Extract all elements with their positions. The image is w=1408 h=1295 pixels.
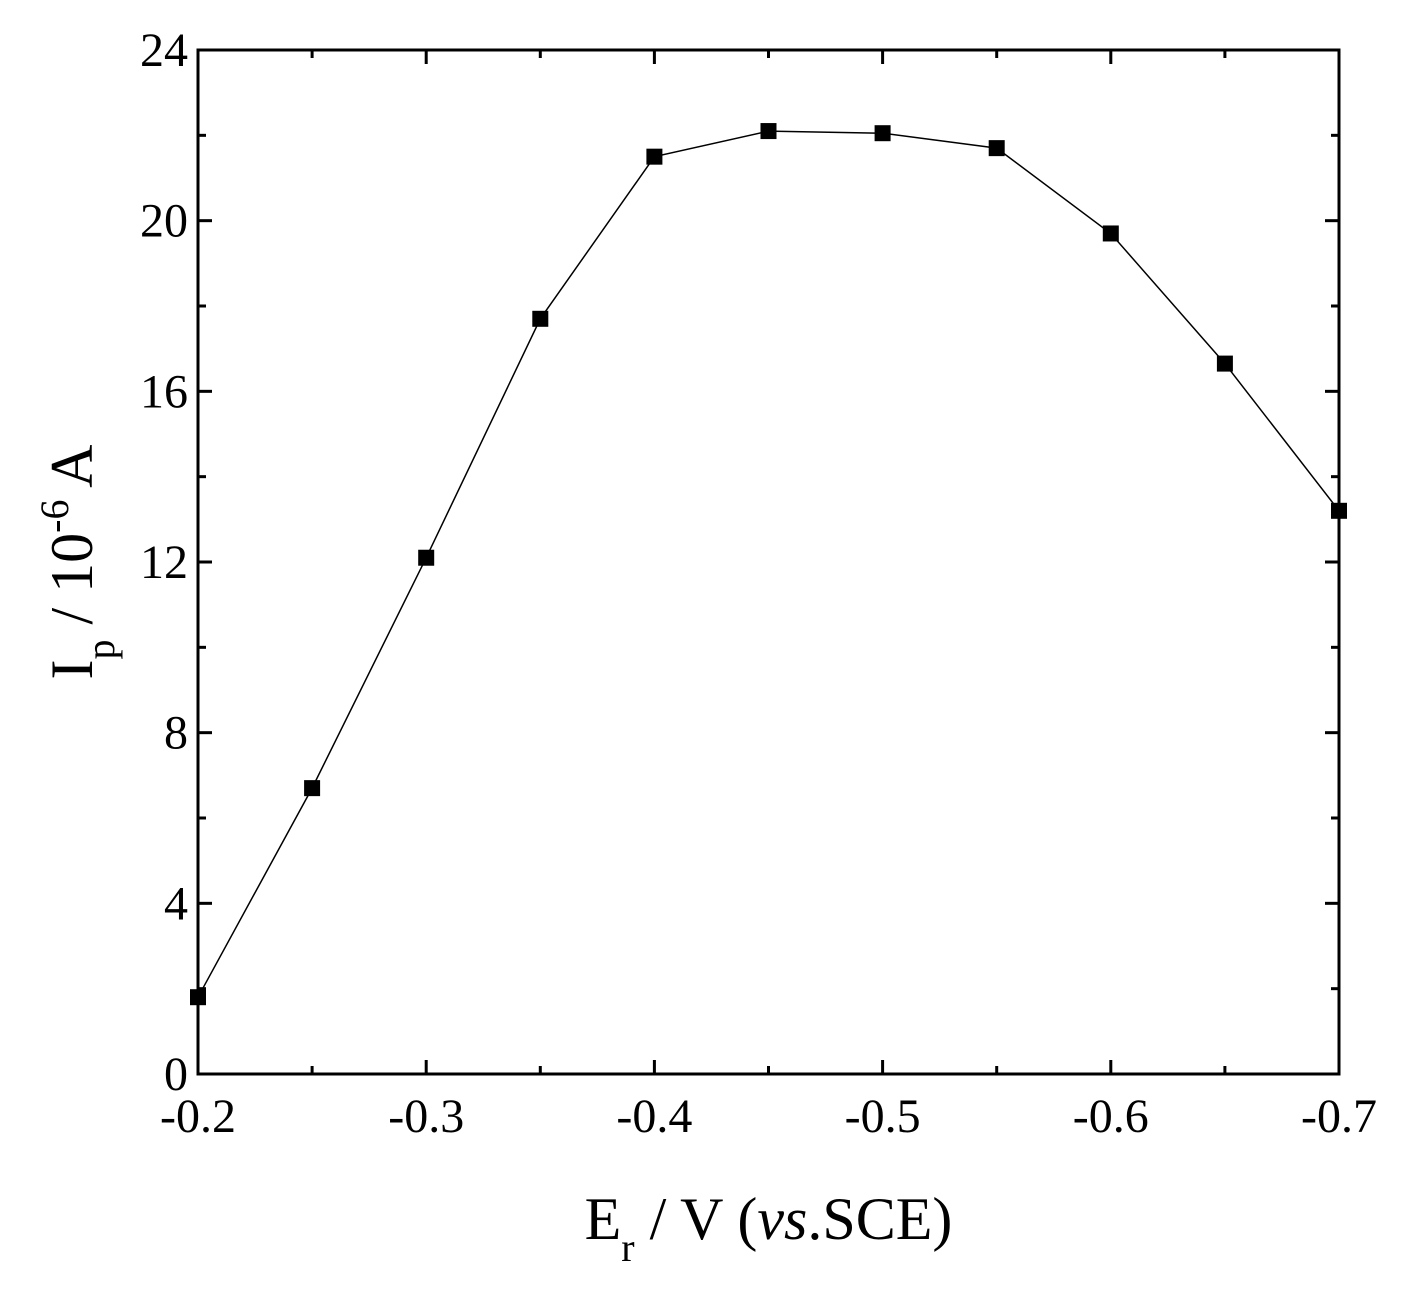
y-axis-title-mid: / 10 [39,533,105,640]
series-markers [190,123,1347,1006]
data-point-marker [1102,225,1119,242]
x-tick-label: -0.3 [388,1090,464,1143]
y-axis-title: Ip / 10-6 A [32,444,123,679]
data-point-marker [760,123,777,140]
y-tick-label: 0 [164,1048,188,1101]
x-axis-title-italic: vs [757,1186,807,1252]
data-point-marker [418,549,435,566]
y-tick-label: 4 [164,877,188,930]
data-point-marker [1331,502,1347,519]
x-axis-title-sub: r [621,1225,634,1270]
y-tick-label: 16 [140,365,188,418]
data-point-marker [1216,355,1233,372]
data-point-marker [874,125,891,142]
x-axis-title-mid: / V ( [635,1186,758,1252]
y-tick-label: 8 [164,707,188,760]
tick-labels: -0.2 -0.3 -0.4 -0.5 -0.6 -0.7 0 4 8 12 16 20 24 [140,24,1377,1143]
y-tick-label: 12 [140,536,188,589]
x-tick-label: -0.6 [1073,1090,1149,1143]
y-axis-title-sub: p [78,640,123,660]
y-axis-title-main: I [39,660,105,680]
y-axis-title-end: A [39,444,105,499]
x-tick-label: -0.5 [845,1090,921,1143]
y-axis-title-sup: -6 [32,500,77,533]
x-axis-title-end: .SCE) [807,1186,952,1252]
x-axis-title-main: E [585,1186,622,1252]
axis-ticks [196,48,1341,1076]
data-point-marker [646,148,663,165]
y-tick-label: 20 [140,195,188,248]
x-axis-title: Er / V (vs.SCE) [585,1186,953,1270]
y-tick-label: 24 [140,24,188,77]
x-tick-label: -0.7 [1301,1090,1377,1143]
x-tick-label: -0.2 [160,1090,236,1143]
data-point-marker [532,310,549,327]
data-point-marker [190,989,206,1006]
data-point-marker [988,140,1005,157]
x-tick-label: -0.4 [616,1090,692,1143]
data-point-marker [304,780,321,797]
plot-frame [196,48,1341,1076]
series-line [197,130,1340,998]
